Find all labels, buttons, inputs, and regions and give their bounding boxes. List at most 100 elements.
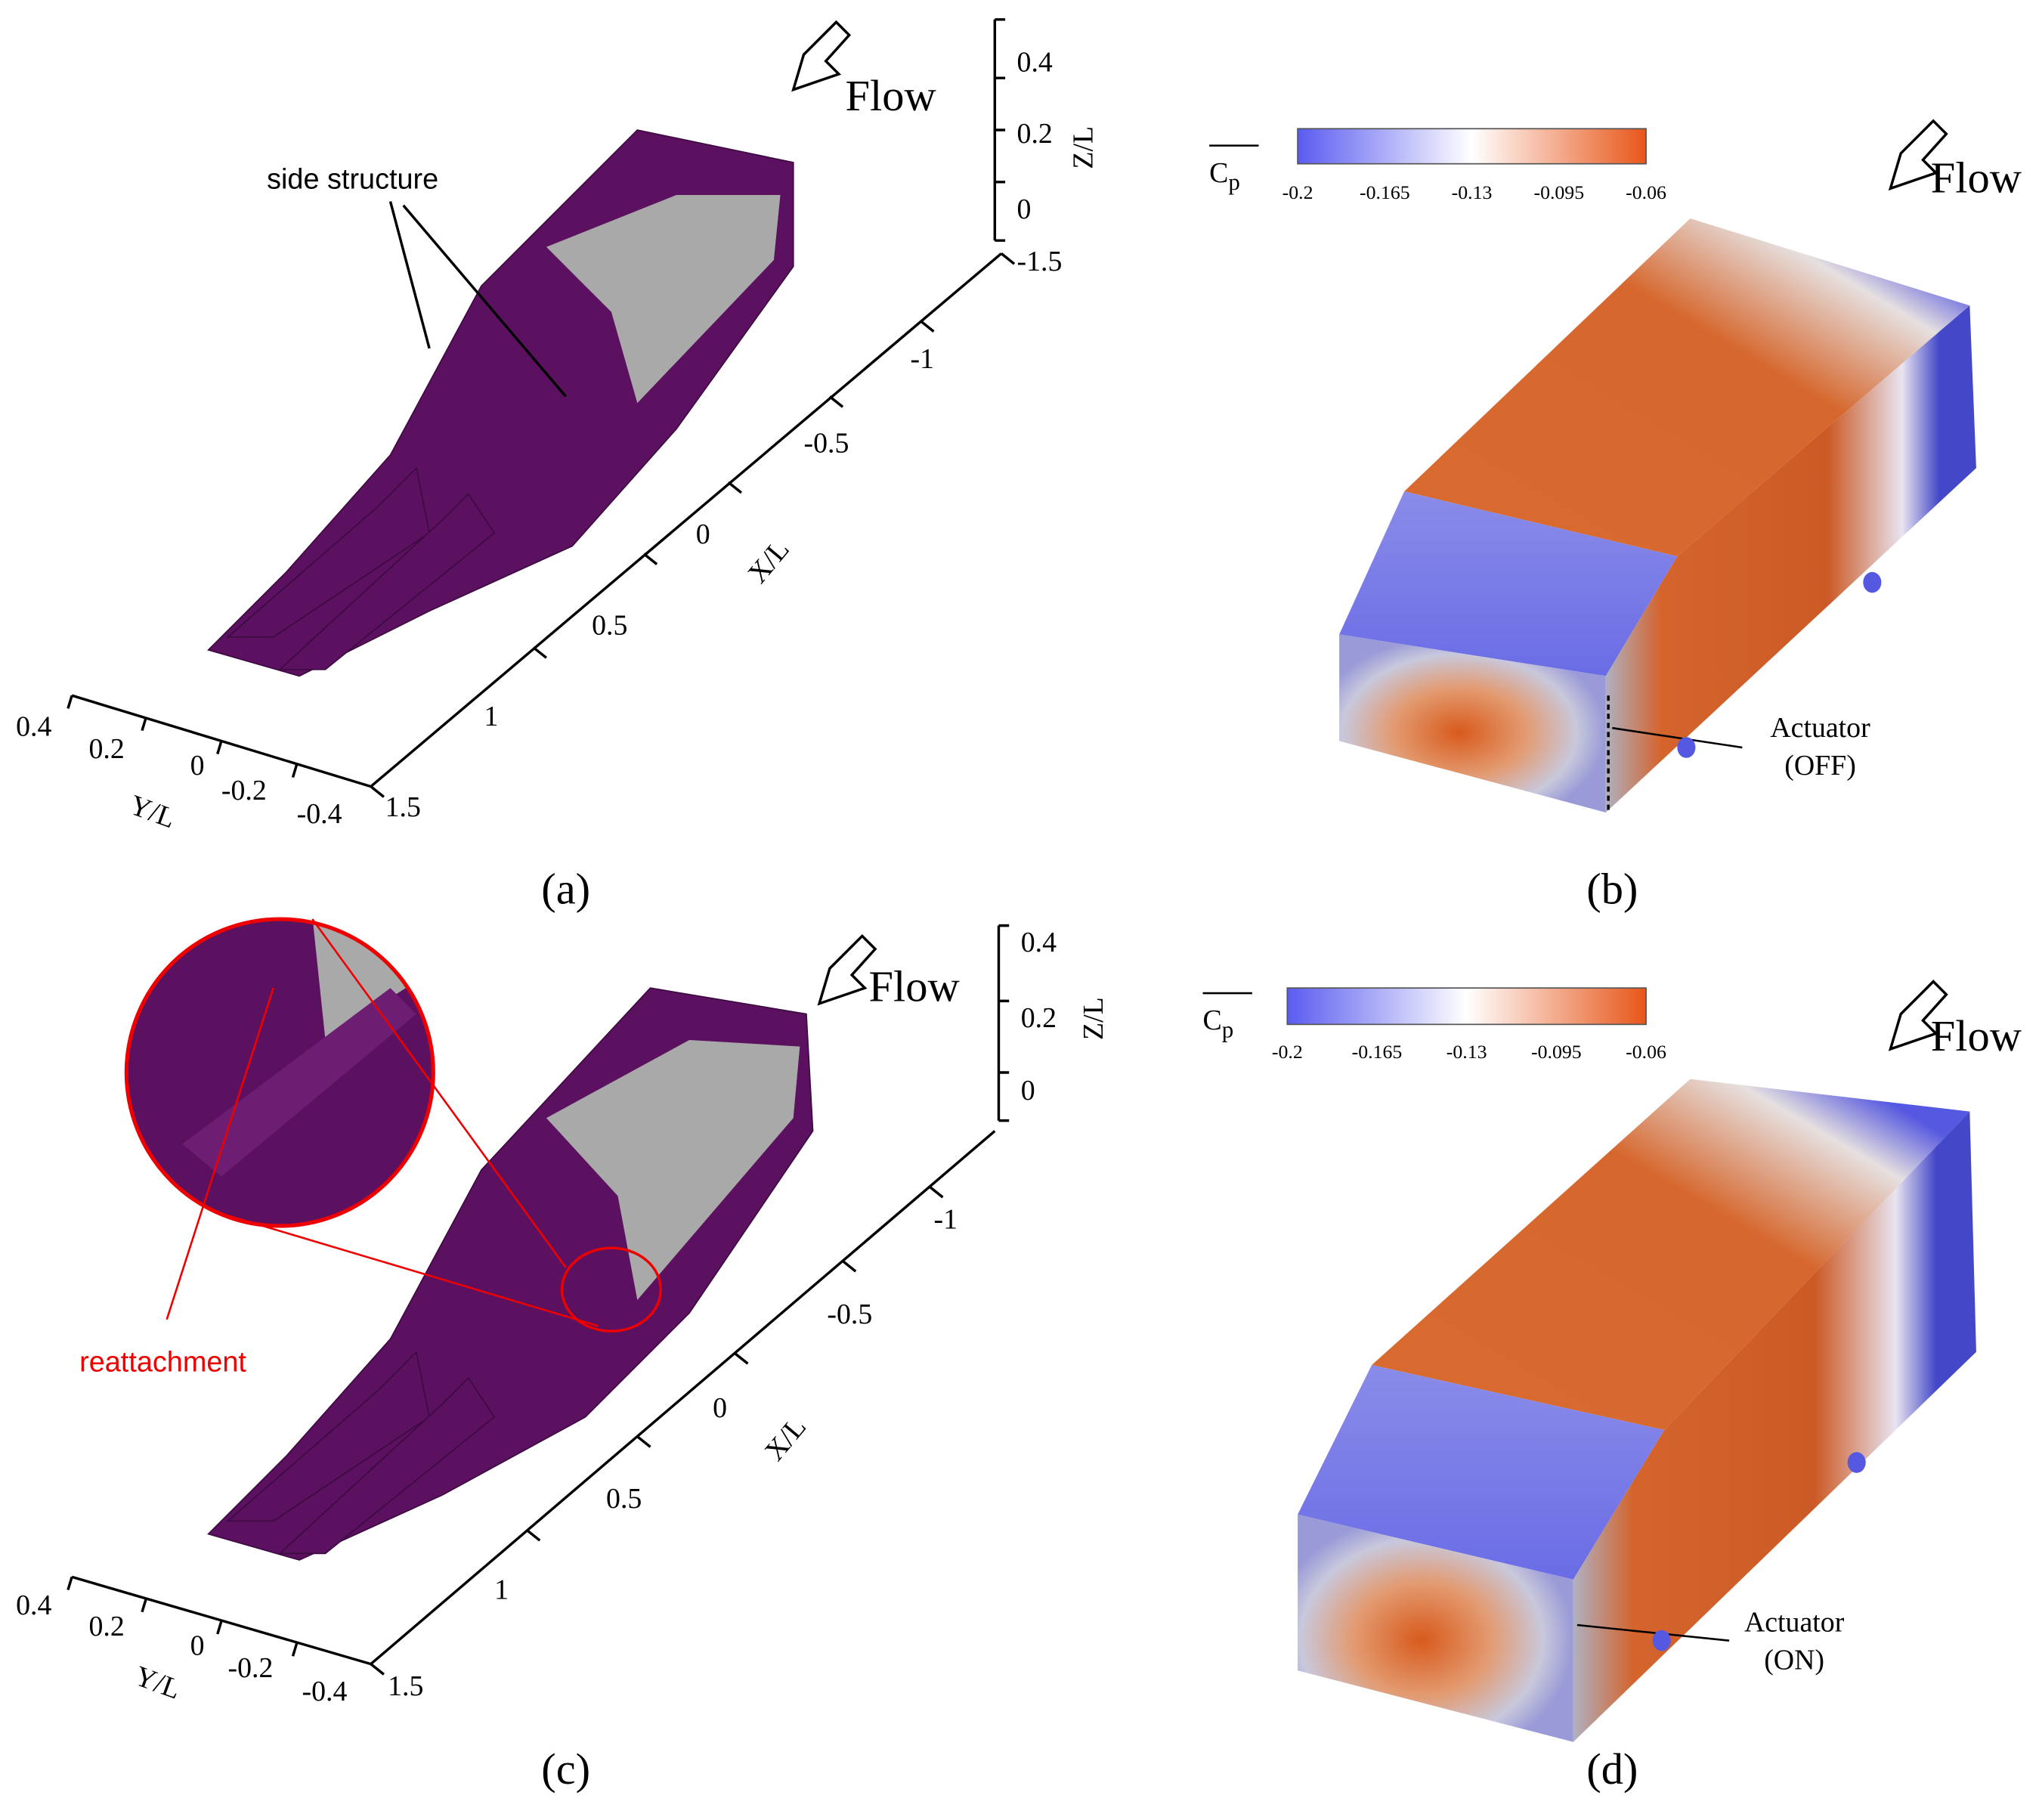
colorbar-tick: -0.095 [1533,181,1584,203]
shape [1888,980,1948,1051]
shape [993,18,1006,242]
flow-label: Flow [1931,153,2022,203]
x-tick-label: -0.5 [803,428,849,460]
colorbar-tick: -0.06 [1626,181,1666,203]
colorbar-tick: -0.13 [1446,1041,1487,1063]
actuator-state: (ON) [1764,1644,1824,1676]
shape [71,1130,996,1666]
actuator-label: Actuator [1770,712,1870,744]
shape [182,988,416,1177]
panel-b: Cp -0.2 -0.165 -0.13 -0.095 -0.06 Flow A… [1209,119,2022,913]
z-tick-label: 0.2 [1017,118,1053,150]
y-tick-label: -0.2 [221,775,267,806]
shape [226,466,431,638]
colorbar-symbol: Cp [1209,157,1240,195]
x-tick-label: 0.5 [606,1483,642,1515]
y-tick-label: -0.4 [302,1676,348,1707]
shape [1404,218,1970,557]
actuator-label: Actuator [1744,1607,1845,1639]
x-tick-label: -1.5 [1017,246,1063,277]
y-tick-label: -0.4 [297,798,342,830]
annotation: reattachment [79,1347,246,1379]
cp-symbol: C [1203,1004,1222,1036]
x-axis-title: X/L [759,1411,812,1467]
shape [1339,491,1678,676]
shape [124,917,435,1228]
panel-label: (d) [1586,1744,1638,1794]
y-tick-label: 0.2 [88,1611,124,1642]
shape [817,933,877,1006]
panel-c: reattachment Flow 0.4 0.2 0 Z/L -1 -0.5 … [16,917,1109,1794]
colorbar-tick: -0.095 [1531,1041,1582,1063]
panel-label: (b) [1586,864,1638,913]
shape [546,195,781,404]
flow-label: Flow [868,961,959,1011]
shape [1677,737,1696,758]
shape [1888,119,1948,191]
shape [1863,571,1882,593]
shape [1297,128,1647,165]
z-tick-label: 0.2 [1021,1002,1057,1034]
shape [560,1246,663,1332]
shape [1298,1365,1665,1580]
shape [67,252,1016,798]
colorbar-tick: -0.2 [1282,181,1313,203]
y-tick-label: -0.2 [228,1652,274,1684]
colorbar-tick: -0.13 [1452,181,1493,203]
shape [166,918,599,1327]
x-tick-label: 1.5 [385,791,421,823]
x-tick-label: 1 [484,701,498,732]
panel-d: Cp -0.2 -0.165 -0.13 -0.095 -0.06 Flow A… [1203,980,2022,1794]
cp-subscript: p [1222,1017,1233,1043]
shape [1573,1111,1976,1742]
shape [791,20,852,92]
shape [278,493,496,670]
annotation: side structure [267,163,438,195]
shape [1372,1079,1970,1430]
y-tick-label: 0.4 [16,711,51,743]
shape [1612,726,1743,749]
y-tick-label: 0 [190,750,205,782]
y-tick-label: 0.4 [16,1589,51,1621]
z-tick-label: 0 [1021,1075,1035,1107]
x-tick-label: 0.5 [592,609,627,641]
shape [67,1186,944,1676]
colorbar-tick: -0.2 [1272,1041,1303,1063]
y-axis-title: Y/L [125,789,180,834]
z-tick-label: 0.4 [1017,47,1053,79]
shape [1576,1623,1730,1642]
y-tick-label: 0 [190,1630,205,1662]
x-tick-label: 0 [713,1392,727,1424]
y-axis-title: Y/L [131,1660,185,1705]
colorbar-tick: -0.165 [1352,1041,1403,1063]
shape [1847,1452,1866,1473]
x-tick-label: 1.5 [388,1670,423,1702]
shape [546,1040,800,1300]
shape [388,201,568,398]
z-tick-label: 0 [1017,193,1032,225]
flow-label: Flow [1931,1011,2022,1060]
y-tick-label: 0.2 [88,733,124,765]
panel-a: side structure Flow 0.4 0.2 0 Z/L -1.5 -… [16,18,1099,913]
x-axis-title: X/L [741,534,795,590]
x-tick-label: 1 [494,1574,509,1606]
shape [1298,1514,1573,1742]
shape [1286,987,1647,1026]
x-tick-label: -0.5 [827,1298,872,1330]
shape [226,1351,431,1522]
cp-subscript: p [1228,169,1239,195]
flow-label: Flow [846,71,936,120]
shape [1652,1630,1671,1651]
shape [997,924,1010,1122]
shape [278,1376,496,1555]
actuator-state: (OFF) [1784,750,1856,782]
panel-label: (c) [541,1744,590,1794]
colorbar-symbol: Cp [1203,1004,1234,1042]
z-axis-title: Z/L [1078,997,1109,1040]
x-tick-label: -1 [933,1203,958,1235]
panel-label: (a) [541,864,590,913]
shape [71,252,1003,788]
cp-symbol: C [1209,157,1228,189]
